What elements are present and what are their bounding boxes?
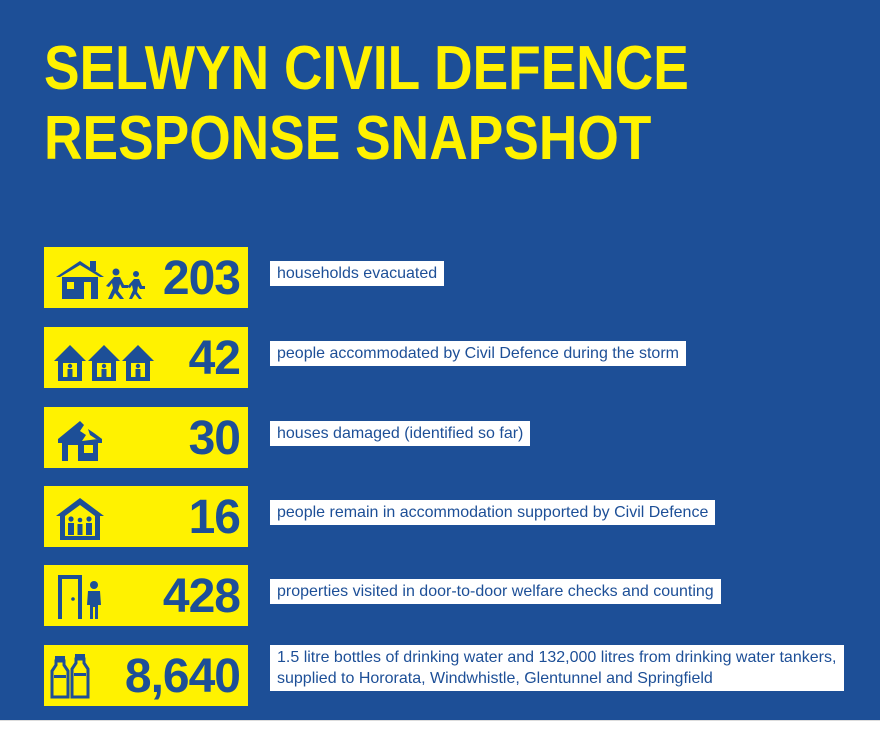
stat-box: 42 [42, 325, 250, 390]
stat-value: 42 [188, 332, 241, 385]
title-line-2: RESPONSE SNAPSHOT [44, 104, 652, 173]
stat-description: houses damaged (identified so far) [270, 421, 531, 446]
stat-box: 428 [42, 563, 250, 628]
damaged-house-icon [58, 421, 102, 461]
stat-value: 428 [162, 570, 241, 623]
stat-box: 203 [42, 245, 250, 310]
stat-row-people-accommodated: 42 people accommodated by Civil Defence … [42, 325, 842, 390]
stat-description: 1.5 litre bottles of drinking water and … [270, 645, 844, 691]
three-houses-with-people-icon [54, 345, 154, 381]
title-line-1: SELWYN CIVIL DEFENCE [44, 34, 689, 103]
page-title: SELWYN CIVIL DEFENCE RESPONSE SNAPSHOT [44, 34, 689, 174]
stat-description: people accommodated by Civil Defence dur… [270, 341, 686, 366]
stat-box: 8,640 [42, 643, 250, 708]
stat-row-properties-visited: 428 properties visited in door-to-door w… [42, 563, 842, 628]
house-with-family-icon [56, 498, 104, 540]
stat-box: 30 [42, 405, 250, 470]
stat-value: 203 [162, 252, 241, 305]
stat-row-people-remain: 16 people remain in accommodation suppor… [42, 484, 842, 549]
stat-row-households-evacuated: 203 households evacuated [42, 245, 842, 310]
stat-box: 16 [42, 484, 250, 549]
stat-value: 8,640 [124, 650, 241, 703]
bottom-border [0, 720, 880, 721]
door-and-person-icon [58, 575, 101, 619]
stat-description: properties visited in door-to-door welfa… [270, 579, 721, 604]
house-with-running-people-icon [56, 261, 145, 299]
water-bottles-icon [50, 654, 90, 699]
stat-description: people remain in accommodation supported… [270, 500, 716, 525]
stat-row-houses-damaged: 30 houses damaged (identified so far) [42, 405, 842, 470]
stat-value: 30 [188, 412, 241, 465]
infographic-panel: SELWYN CIVIL DEFENCE RESPONSE SNAPSHOT [0, 0, 880, 720]
stat-description: households evacuated [270, 261, 445, 286]
stat-row-water-bottles: 8,640 1.5 litre bottles of drinking wate… [42, 643, 844, 708]
stat-value: 16 [188, 491, 241, 544]
